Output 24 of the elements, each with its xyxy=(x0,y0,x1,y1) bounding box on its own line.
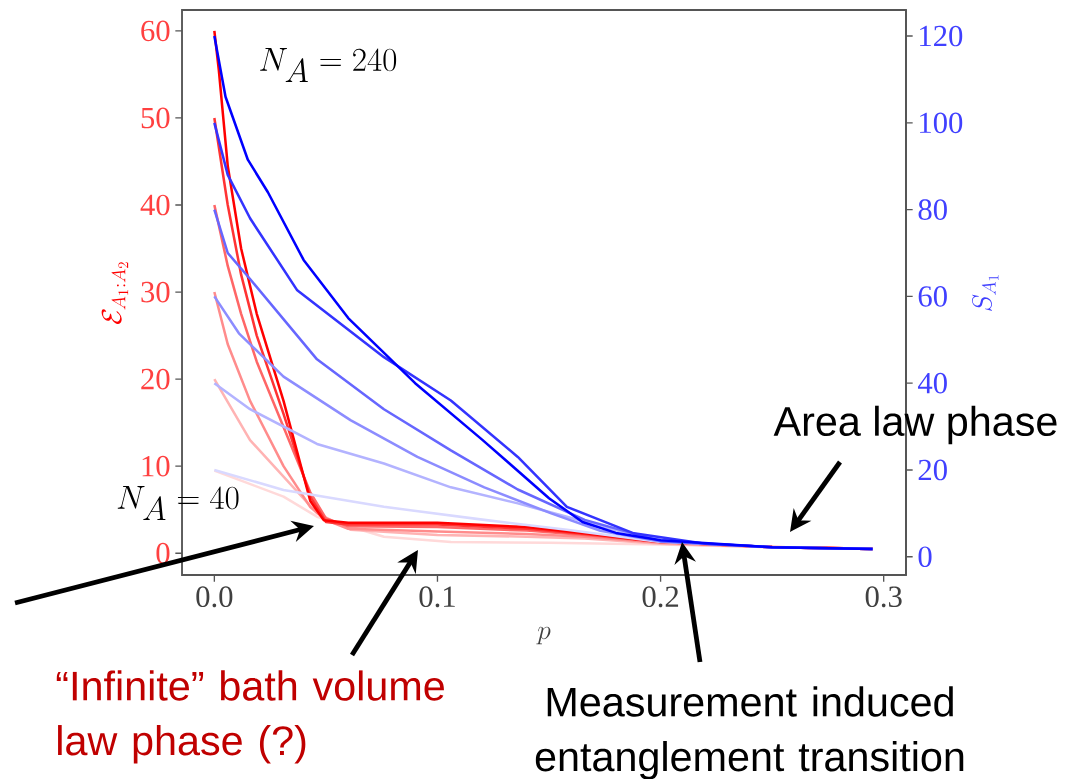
x-tick-label: 0.0 xyxy=(196,586,233,608)
text: “Infinite” bath volume law phase (?) xyxy=(56,670,444,764)
annotation: $N_A = 240$ xyxy=(260,48,397,82)
y2-axis-title: $S_{A_1}$ xyxy=(971,275,999,311)
y2-tick-label: 40 xyxy=(917,372,947,394)
y-tick-label: 50 xyxy=(141,107,170,129)
y-axis-title: $\mathcal{E}_{A_1:A_2}$ xyxy=(101,262,129,325)
y-tick-label: 20 xyxy=(141,368,170,390)
x-tick-label: 0.3 xyxy=(865,586,902,608)
y-tick-label: 30 xyxy=(141,281,170,303)
y-tick-label: 40 xyxy=(140,194,170,216)
y2-tick-label: 60 xyxy=(918,286,947,307)
x-tick-label: 0.1 xyxy=(419,586,455,608)
text: Measurement induced entanglement transition xyxy=(535,686,964,779)
y-tick-label: 10 xyxy=(142,455,170,477)
y2-tick-label: 20 xyxy=(918,459,947,481)
y2-tick-label: 100 xyxy=(920,112,963,134)
y-tick-label: 60 xyxy=(141,20,170,42)
y2-tick-label: 0 xyxy=(918,546,932,568)
x-tick-label: 0.2 xyxy=(642,586,679,608)
y-tick-label: 0 xyxy=(156,542,170,564)
y2-tick-label: 80 xyxy=(918,199,947,220)
y2-tick-label: 120 xyxy=(920,25,963,47)
x-axis-title: $p$ xyxy=(536,626,551,645)
